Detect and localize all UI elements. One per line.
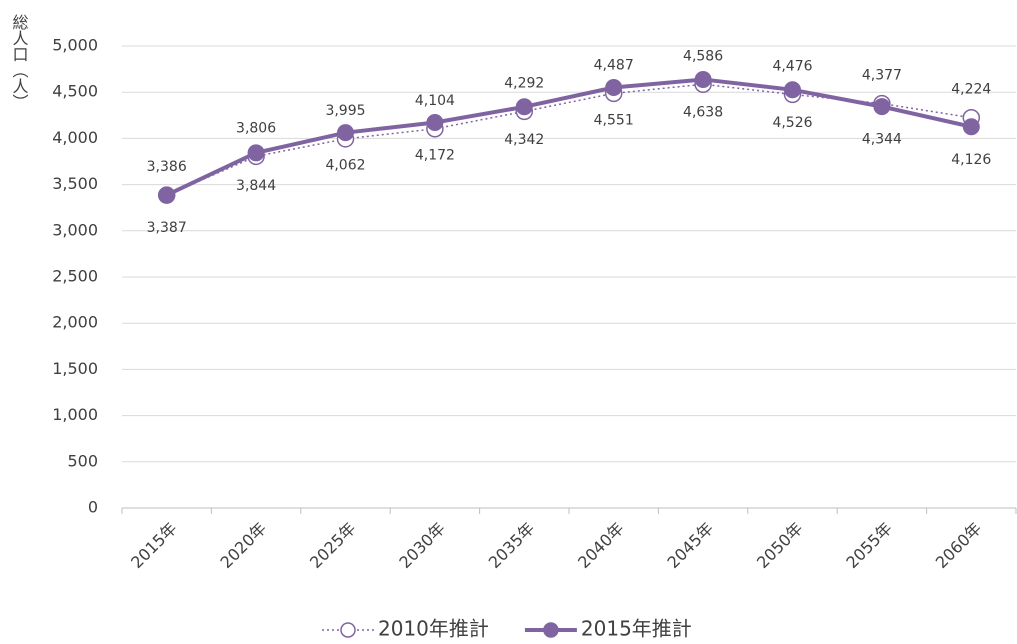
data-point [873,98,891,116]
data-point [962,118,980,136]
x-tick-label: 2030年 [395,519,449,573]
data-label: 3,387 [147,220,187,236]
data-point [605,78,623,96]
y-tick-label: 3,000 [52,220,98,239]
data-point [694,70,712,88]
y-axis-label: 総人口（人） [10,14,29,110]
y-tick-label: 500 [67,451,98,470]
x-tick-label: 2045年 [664,519,718,573]
data-point [784,81,801,99]
data-label: 3,386 [147,159,187,175]
data-label: 3,995 [325,103,365,119]
data-label: 4,377 [862,68,902,84]
series-line [165,77,972,197]
x-tick-label: 2020年 [217,519,271,573]
x-tick-label: 2050年 [753,519,807,573]
data-label: 3,844 [236,178,276,194]
y-tick-label: 1,500 [52,359,98,378]
data-label: 4,476 [772,58,812,74]
x-tick-label: 2060年 [932,519,986,573]
legend-label: 2015年推計 [581,617,692,641]
data-point [515,98,533,116]
y-tick-label: 3,500 [52,174,98,193]
data-label: 4,487 [594,57,634,73]
data-label: 4,586 [683,48,723,64]
data-label: 4,292 [504,75,544,91]
y-tick-label: 5,000 [52,36,98,55]
y-tick-label: 2,500 [52,267,98,286]
legend-marker [340,622,356,638]
x-tick-label: 2055年 [842,519,896,573]
data-point [426,114,444,132]
x-tick-label: 2015年 [127,519,181,573]
data-label: 4,224 [951,82,991,98]
x-tick-label: 2035年 [485,519,539,573]
data-label: 4,551 [594,112,634,128]
y-tick-label: 1,000 [52,405,98,424]
data-point [247,144,265,162]
legend-marker [543,622,559,638]
y-tick-label: 4,000 [52,128,98,147]
data-label: 4,342 [504,132,544,148]
y-tick-label: 2,000 [52,313,98,332]
data-point [158,186,176,204]
data-label: 4,104 [415,93,455,109]
x-tick-label: 2040年 [574,519,628,573]
x-tick-label: 2025年 [306,519,360,573]
data-label: 4,126 [951,152,991,168]
legend-label: 2010年推計 [378,617,489,641]
data-label: 4,062 [325,158,365,174]
data-label: 4,526 [772,115,812,131]
data-label: 4,638 [683,104,723,120]
y-tick-label: 4,500 [52,82,98,101]
data-label: 4,172 [415,148,455,164]
y-tick-label: 0 [88,498,98,517]
data-point [337,124,354,142]
data-label: 4,344 [862,132,902,148]
data-label: 3,806 [236,120,276,136]
